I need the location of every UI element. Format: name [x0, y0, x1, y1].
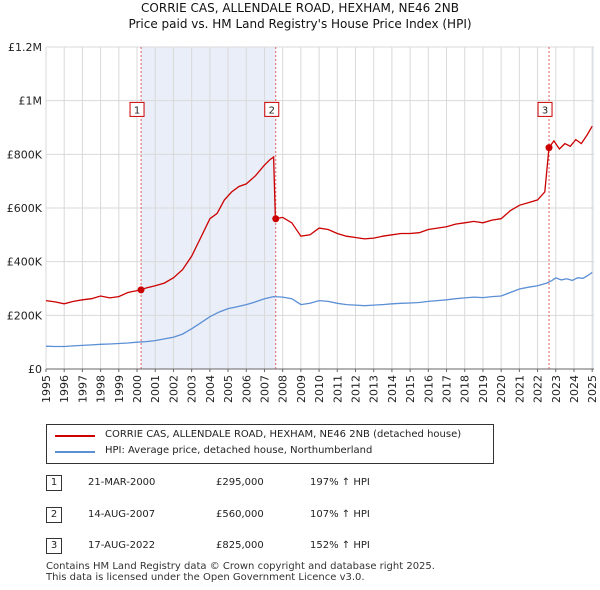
x-tick-label: 2025	[586, 375, 599, 403]
legend: CORRIE CAS, ALLENDALE ROAD, HEXHAM, NE46…	[46, 424, 494, 464]
x-tick-label: 2016	[422, 375, 435, 403]
x-tick-label: 2010	[313, 375, 326, 403]
x-tick-label: 2002	[167, 375, 180, 403]
x-tick-label: 1997	[76, 375, 89, 403]
legend-swatch-hpi	[55, 451, 95, 453]
sale-number: 2	[46, 507, 62, 523]
x-tick-label: 2011	[331, 375, 344, 403]
x-tick-label: 1995	[40, 375, 53, 403]
x-tick-label: 1996	[58, 375, 71, 403]
sale-marker-label: 2	[269, 105, 275, 116]
series-line-hpi	[45, 271, 593, 348]
sale-price: £295,000	[216, 477, 264, 488]
x-tick-label: 2001	[149, 375, 162, 403]
sale-hpi-change: 152% ↑ HPI	[310, 540, 370, 551]
x-tick-label: 2006	[240, 375, 253, 403]
sale-number: 3	[46, 538, 62, 554]
y-tick-label: £1M	[19, 95, 43, 108]
y-tick-label: £800K	[7, 148, 43, 161]
x-tick-label: 2004	[204, 375, 217, 403]
x-tick-label: 2009	[295, 375, 308, 403]
y-tick-label: £0	[28, 363, 42, 376]
sale-marker-box	[537, 101, 553, 117]
chart-subtitle: Price paid vs. HM Land Registry's House …	[128, 17, 472, 31]
x-tick-label: 2008	[277, 375, 290, 403]
x-tick-label: 2022	[532, 375, 545, 403]
x-tick-label: 2015	[404, 375, 417, 403]
y-tick-label: £600K	[7, 202, 43, 215]
chart-title: CORRIE CAS, ALLENDALE ROAD, HEXHAM, NE46…	[141, 1, 459, 15]
sale-point	[545, 144, 553, 152]
x-tick-label: 2023	[550, 375, 563, 403]
sale-date: 14-AUG-2007	[88, 509, 156, 520]
x-tick-label: 2018	[459, 375, 472, 403]
sale-price: £825,000	[216, 540, 264, 551]
x-tick-label: 2000	[131, 375, 144, 403]
x-tick-label: 2007	[258, 375, 271, 403]
sale-price: £560,000	[216, 509, 264, 520]
legend-label-property: CORRIE CAS, ALLENDALE ROAD, HEXHAM, NE46…	[105, 429, 462, 440]
sale-marker-box	[129, 101, 145, 117]
sale-hpi-change: 197% ↑ HPI	[310, 477, 370, 488]
legend-label-hpi: HPI: Average price, detached house, Nort…	[105, 445, 373, 456]
x-tick-label: 2014	[386, 375, 399, 403]
sale-point	[137, 286, 145, 294]
x-tick-label: 1999	[113, 375, 126, 403]
x-tick-label: 2012	[350, 375, 363, 403]
x-tick-label: 1998	[95, 375, 108, 403]
legend-swatch-property	[55, 435, 95, 437]
sale-marker-label: 1	[134, 105, 140, 116]
x-tick-label: 2024	[568, 375, 581, 403]
sale-date: 21-MAR-2000	[88, 477, 156, 488]
x-tick-label: 2003	[186, 375, 199, 403]
y-tick-label: £400K	[7, 256, 43, 269]
sale-hpi-change: 107% ↑ HPI	[310, 509, 370, 520]
sale-point	[272, 215, 280, 223]
x-tick-label: 2013	[368, 375, 381, 403]
x-tick-label: 2021	[513, 375, 526, 403]
x-tick-label: 2020	[495, 375, 508, 403]
sale-number: 1	[46, 475, 62, 491]
x-tick-label: 2005	[222, 375, 235, 403]
sale-marker-label: 3	[542, 105, 548, 116]
sale-date: 17-AUG-2022	[88, 540, 156, 551]
x-tick-label: 2017	[441, 375, 454, 403]
price-chart: 1 2 3 £0 £200K £400K £600K £800K £1M £1.2M 1995 199…	[7, 41, 599, 403]
y-tick-label: £1.2M	[8, 41, 42, 54]
footer-licence: This data is licensed under the Open Gov…	[46, 572, 365, 583]
x-tick-label: 2019	[477, 375, 490, 403]
y-tick-label: £200K	[7, 309, 43, 322]
sale-marker-box	[264, 101, 280, 117]
footer-copyright: Contains HM Land Registry data © Crown c…	[46, 561, 435, 572]
